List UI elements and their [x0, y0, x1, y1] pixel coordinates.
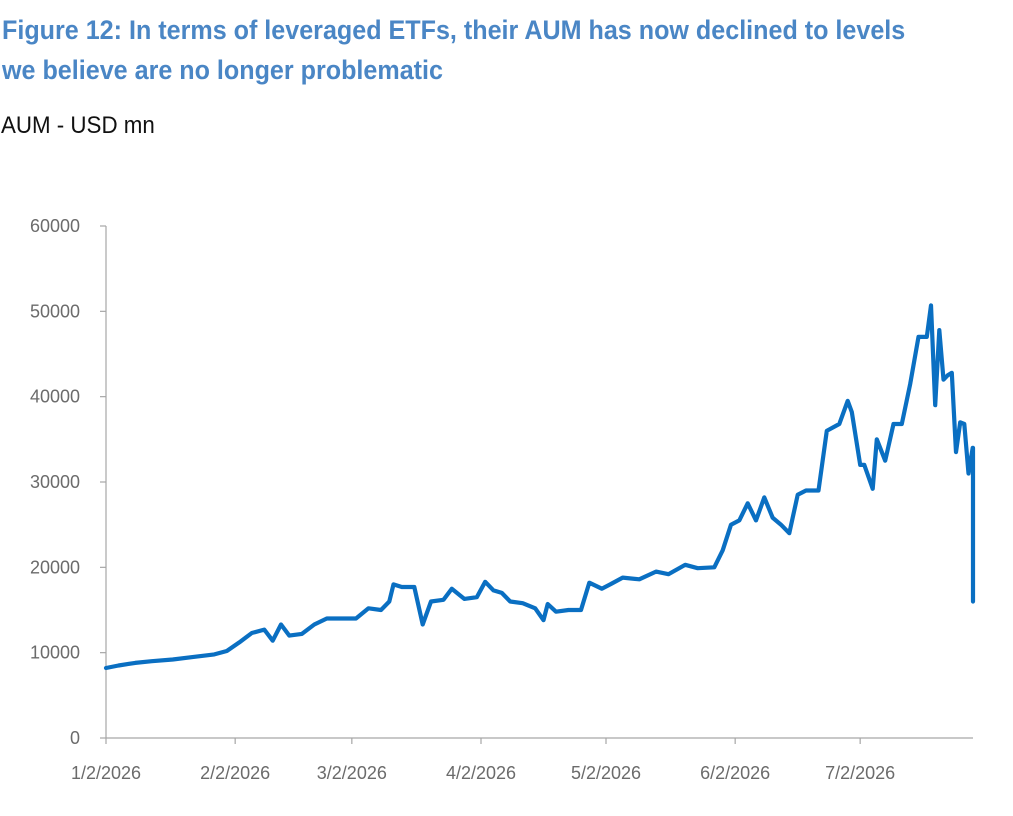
y-tick-label: 40000: [30, 387, 80, 407]
chart-title: Figure 12: In terms of leveraged ETFs, t…: [2, 15, 906, 85]
x-tick-label: 3/2/2026: [317, 763, 387, 783]
x-tick-label: 1/2/2026: [71, 763, 141, 783]
y-tick-label: 0: [70, 728, 80, 748]
x-tick-label: 6/2/2026: [700, 763, 770, 783]
chart-subtitle: AUM - USD mn: [1, 112, 155, 139]
y-tick-label: 20000: [30, 557, 80, 577]
x-tick-label: 2/2/2026: [200, 763, 270, 783]
y-tick-label: 60000: [30, 216, 80, 236]
x-tick-label: 5/2/2026: [571, 763, 641, 783]
x-tick-label: 4/2/2026: [446, 763, 516, 783]
series-line-aum: [103, 303, 976, 671]
y-tick-label: 50000: [30, 301, 80, 321]
y-tick-label: 30000: [30, 472, 80, 492]
y-tick-label: 10000: [30, 643, 80, 663]
chart-tick-labels: 0 10000 20000 30000 40000 50000 60000 1/2/2026 2…: [30, 216, 895, 783]
chart-series: [103, 303, 976, 671]
chart-axes: [100, 225, 973, 744]
x-tick-label: 7/2/2026: [825, 763, 895, 783]
